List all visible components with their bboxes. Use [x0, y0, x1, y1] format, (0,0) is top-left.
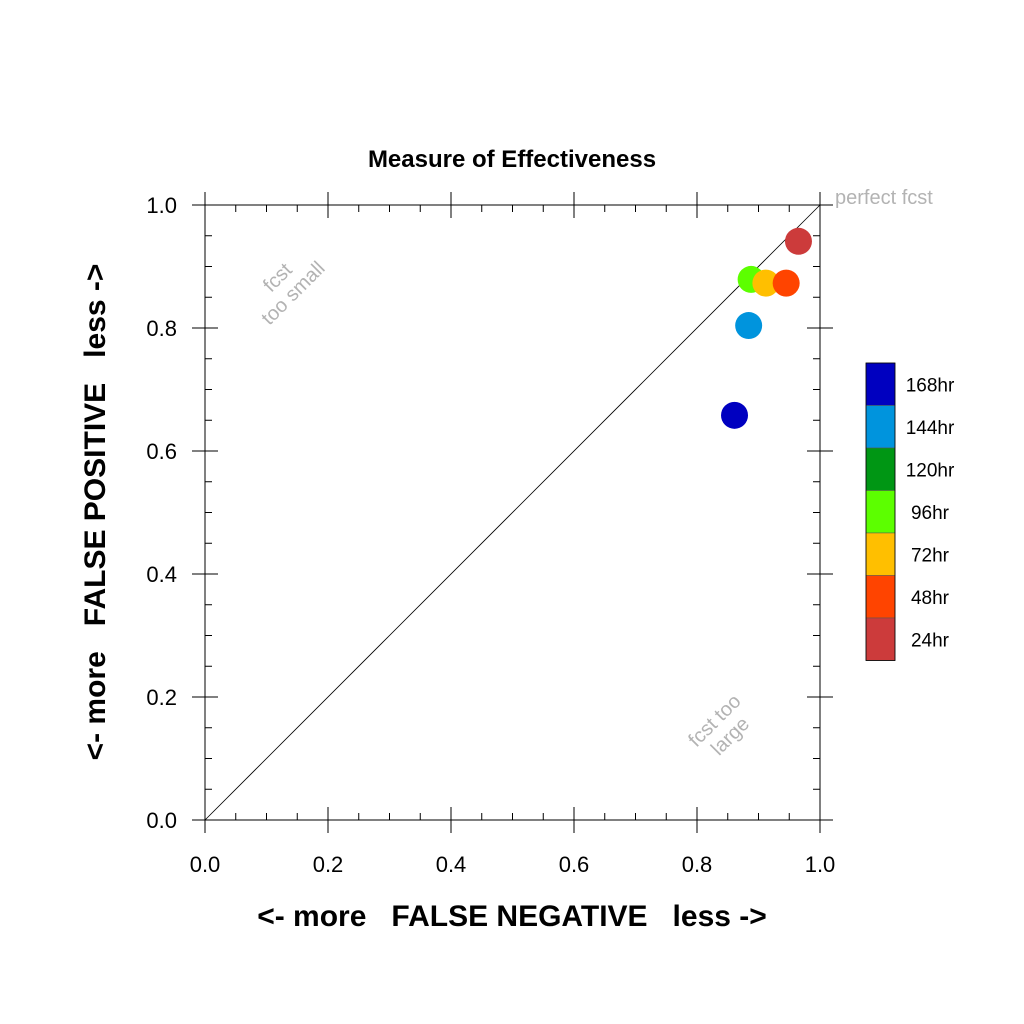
plot-frame — [204, 204, 821, 821]
legend-swatch-48hr — [865, 575, 896, 619]
legend-swatch-96hr — [865, 490, 896, 534]
x-tick-label: 1.0 — [805, 852, 836, 877]
legend-label-72hr: 72hr — [911, 545, 950, 566]
legend-label-144hr: 144hr — [906, 418, 955, 439]
x-tick-labels: 0.0 0.2 0.4 0.6 0.8 1.0 — [190, 852, 836, 877]
chart-title: Measure of Effectiveness — [368, 146, 656, 173]
legend-label-24hr: 24hr — [911, 630, 950, 651]
y-tick-labels: 0.0 0.2 0.4 0.6 0.8 1.0 — [146, 193, 177, 833]
too-small-line-2: too small — [257, 257, 329, 329]
legend-swatch-72hr — [865, 532, 896, 576]
y-tick-label: 0.6 — [146, 439, 177, 464]
minor-ticks — [205, 205, 820, 820]
y-tick-label: 0.0 — [146, 808, 177, 833]
legend-frame — [865, 362, 896, 661]
too-large-annotation: fcst too large — [684, 690, 754, 760]
x-tick-label: 0.8 — [682, 852, 713, 877]
data-point-168hr — [721, 401, 749, 429]
y-tick-label: 1.0 — [146, 193, 177, 218]
data-point-24hr — [784, 227, 812, 255]
legend-swatch-24hr — [865, 617, 896, 661]
y-tick-label: 0.2 — [146, 685, 177, 710]
diagonal-reference-line — [204, 204, 821, 821]
x-axis-title: <- more FALSE NEGATIVE less -> — [257, 900, 767, 933]
legend-label-48hr: 48hr — [911, 588, 950, 609]
x-tick-label: 0.4 — [436, 852, 467, 877]
data-points — [721, 227, 812, 429]
legend-swatch-168hr — [865, 362, 896, 406]
legend-swatch-144hr — [865, 405, 896, 449]
too-small-annotation: fcst too small — [257, 257, 329, 329]
y-axis-title: <- more FALSE POSITIVE less -> — [79, 264, 112, 761]
data-point-48hr — [772, 269, 800, 297]
legend-label-120hr: 120hr — [906, 460, 955, 481]
legend-swatch-120hr — [865, 447, 896, 491]
perfect-forecast-annotation: perfect fcst — [835, 187, 933, 209]
y-tick-label: 0.4 — [146, 562, 177, 587]
data-point-72hr — [752, 269, 780, 297]
data-point-144hr — [735, 312, 763, 340]
y-tick-label: 0.8 — [146, 316, 177, 341]
x-tick-label: 0.2 — [313, 852, 344, 877]
legend: 168hr 144hr 120hr 96hr 72hr 48hr 24hr — [865, 362, 955, 661]
x-tick-label: 0.0 — [190, 852, 221, 877]
x-tick-label: 0.6 — [559, 852, 590, 877]
legend-label-96hr: 96hr — [911, 503, 950, 524]
legend-label-168hr: 168hr — [906, 375, 955, 396]
